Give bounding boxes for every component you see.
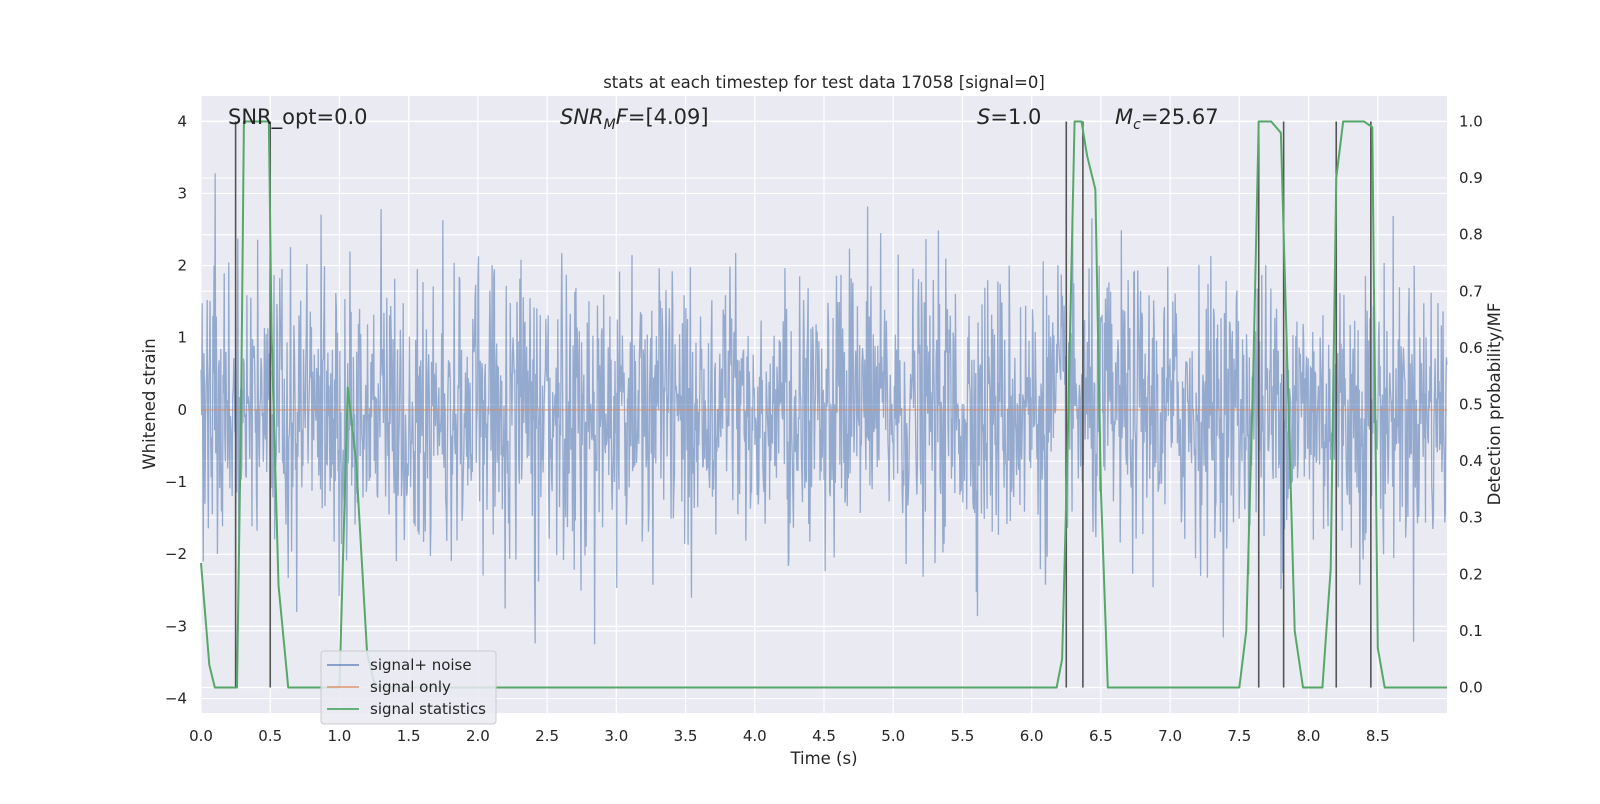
x-tick-label: 3.5: [674, 727, 698, 745]
annotation-snr-opt: SNR_opt=0.0: [228, 105, 368, 130]
tick-labels: 0.0 0.5 1.0 1.5 2.0 2.5 3.0 3.5 4.0 4.5 5.0 5.5 6.0 6…: [165, 112, 1483, 745]
legend-box: [320, 650, 497, 725]
legend: signal+ noise signal only signal statist…: [320, 650, 497, 725]
y-tick-label-left: 1: [177, 329, 187, 347]
x-tick-label: 8.0: [1297, 727, 1321, 745]
x-tick-label: 0.0: [189, 727, 213, 745]
y-tick-label-right: 0.4: [1459, 452, 1483, 470]
y-tick-label-left: −4: [165, 690, 187, 708]
y-tick-label-right: 0.7: [1459, 282, 1483, 300]
x-tick-label: 7.5: [1227, 727, 1251, 745]
y-axis-label-left: Whitened strain: [140, 338, 159, 469]
y-tick-label-left: 4: [177, 112, 187, 130]
noise-line: [200, 173, 1448, 645]
legend-label-signal-statistics: signal statistics: [370, 700, 486, 718]
y-tick-label-right: 0.1: [1459, 622, 1483, 640]
series-layer: [200, 120, 1447, 689]
x-tick-label: 8.5: [1366, 727, 1390, 745]
y-axis-label-right: Detection probability/MF: [1485, 303, 1504, 506]
y-tick-label-left: 2: [177, 257, 187, 275]
y-tick-label-right: 0.3: [1459, 509, 1483, 527]
annotation-mc: Mc=25.67: [1115, 105, 1219, 133]
x-tick-label: 3.0: [604, 727, 628, 745]
noise-series: [200, 173, 1448, 645]
y-tick-label-right: 1.0: [1459, 112, 1483, 130]
legend-label-signal-noise: signal+ noise: [370, 656, 472, 674]
x-tick-label: 2.5: [535, 727, 559, 745]
y-tick-label-right: 0.8: [1459, 226, 1483, 244]
y-tick-label-left: −3: [165, 617, 187, 635]
annotation-s: S=1.0: [977, 105, 1041, 129]
x-tick-label: 0.5: [258, 727, 282, 745]
chart-title: stats at each timestep for test data 170…: [603, 73, 1045, 92]
y-tick-label-right: 0.9: [1459, 169, 1483, 187]
x-tick-label: 2.0: [466, 727, 490, 745]
x-tick-label: 5.5: [951, 727, 975, 745]
y-tick-label-right: 0.6: [1459, 339, 1483, 357]
y-tick-label-left: −1: [165, 473, 187, 491]
x-tick-label: 4.5: [812, 727, 836, 745]
signal-statistics-line: [200, 120, 1447, 689]
x-tick-label: 4.0: [743, 727, 767, 745]
annotation-snr-mf: SNRMF=[4.09]: [560, 105, 709, 133]
x-tick-label: 1.5: [397, 727, 421, 745]
y-tick-label-left: 3: [177, 184, 187, 202]
x-tick-label: 5.0: [881, 727, 905, 745]
x-axis-label: Time (s): [789, 749, 857, 768]
x-tick-label: 1.0: [328, 727, 352, 745]
x-tick-label: 6.5: [1089, 727, 1113, 745]
y-tick-label-right: 0.0: [1459, 679, 1483, 697]
legend-label-signal-only: signal only: [370, 678, 451, 696]
y-tick-label-right: 0.5: [1459, 396, 1483, 414]
y-tick-label-right: 0.2: [1459, 565, 1483, 583]
y-tick-label-left: −2: [165, 545, 187, 563]
x-tick-label: 6.0: [1020, 727, 1044, 745]
y-tick-label-left: 0: [177, 401, 187, 419]
x-tick-label: 7.0: [1158, 727, 1182, 745]
